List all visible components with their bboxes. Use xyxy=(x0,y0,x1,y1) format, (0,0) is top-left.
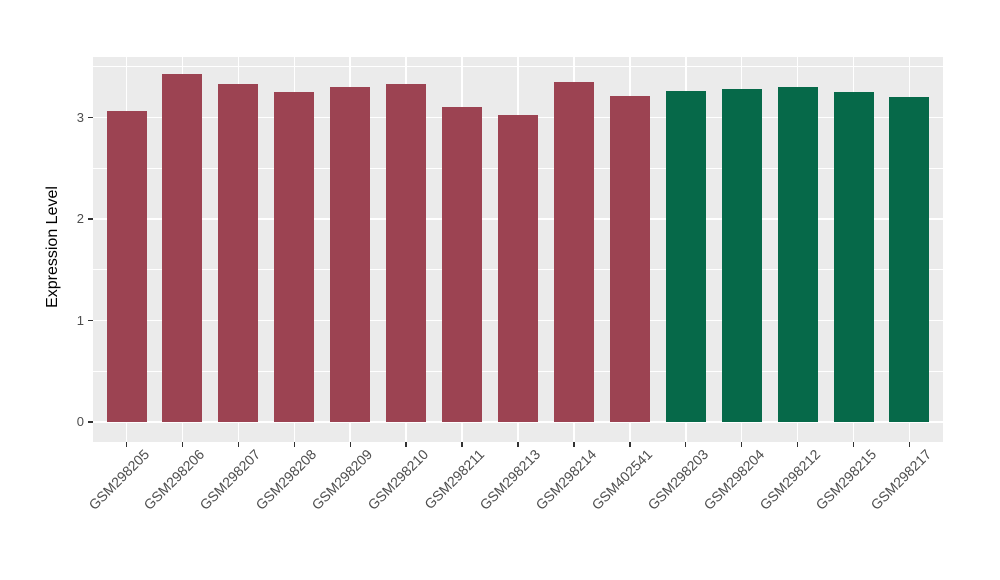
x-axis-tick-mark xyxy=(517,442,519,447)
y-axis-tick-label: 3 xyxy=(76,109,84,125)
bar xyxy=(665,91,706,422)
y-axis-tick-label: 2 xyxy=(76,211,84,226)
x-axis-tick-mark xyxy=(349,442,351,447)
bar xyxy=(274,92,315,422)
x-axis-tick-mark xyxy=(237,442,240,447)
x-axis-tick-mark xyxy=(461,442,463,447)
bar xyxy=(833,92,874,422)
y-axis-tick-mark xyxy=(88,218,93,220)
y-axis-tick-mark xyxy=(88,421,93,423)
bar xyxy=(218,84,259,422)
bar xyxy=(553,81,594,422)
x-axis-tick-mark xyxy=(181,442,184,447)
x-axis-tick-mark xyxy=(125,442,128,447)
bar xyxy=(777,87,818,422)
y-axis-tick-label: 0 xyxy=(76,414,84,429)
x-axis-tick-mark xyxy=(908,442,911,447)
bar xyxy=(386,84,427,422)
y-axis-tick-mark xyxy=(88,116,93,119)
x-axis-tick-mark xyxy=(573,442,575,447)
bar xyxy=(330,87,371,422)
bar xyxy=(106,111,147,422)
y-axis-tick-mark xyxy=(88,319,93,322)
x-axis-tick-mark xyxy=(405,442,407,447)
y-axis-title: Expression Level xyxy=(44,186,61,308)
bar xyxy=(721,89,762,422)
bar xyxy=(442,107,483,422)
x-axis-tick-mark xyxy=(740,442,743,447)
y-axis-tick-label: 1 xyxy=(76,312,84,328)
bar xyxy=(162,73,203,422)
bar xyxy=(889,97,930,422)
x-axis-tick-mark xyxy=(685,442,687,447)
x-axis-tick-mark xyxy=(852,442,855,447)
x-axis-tick-mark xyxy=(293,442,295,447)
x-axis-tick-mark xyxy=(629,442,631,447)
bar xyxy=(498,115,538,422)
x-axis-tick-mark xyxy=(796,442,799,447)
x-axis-tick-label: GSM298205 xyxy=(84,446,152,513)
bar xyxy=(609,96,650,422)
